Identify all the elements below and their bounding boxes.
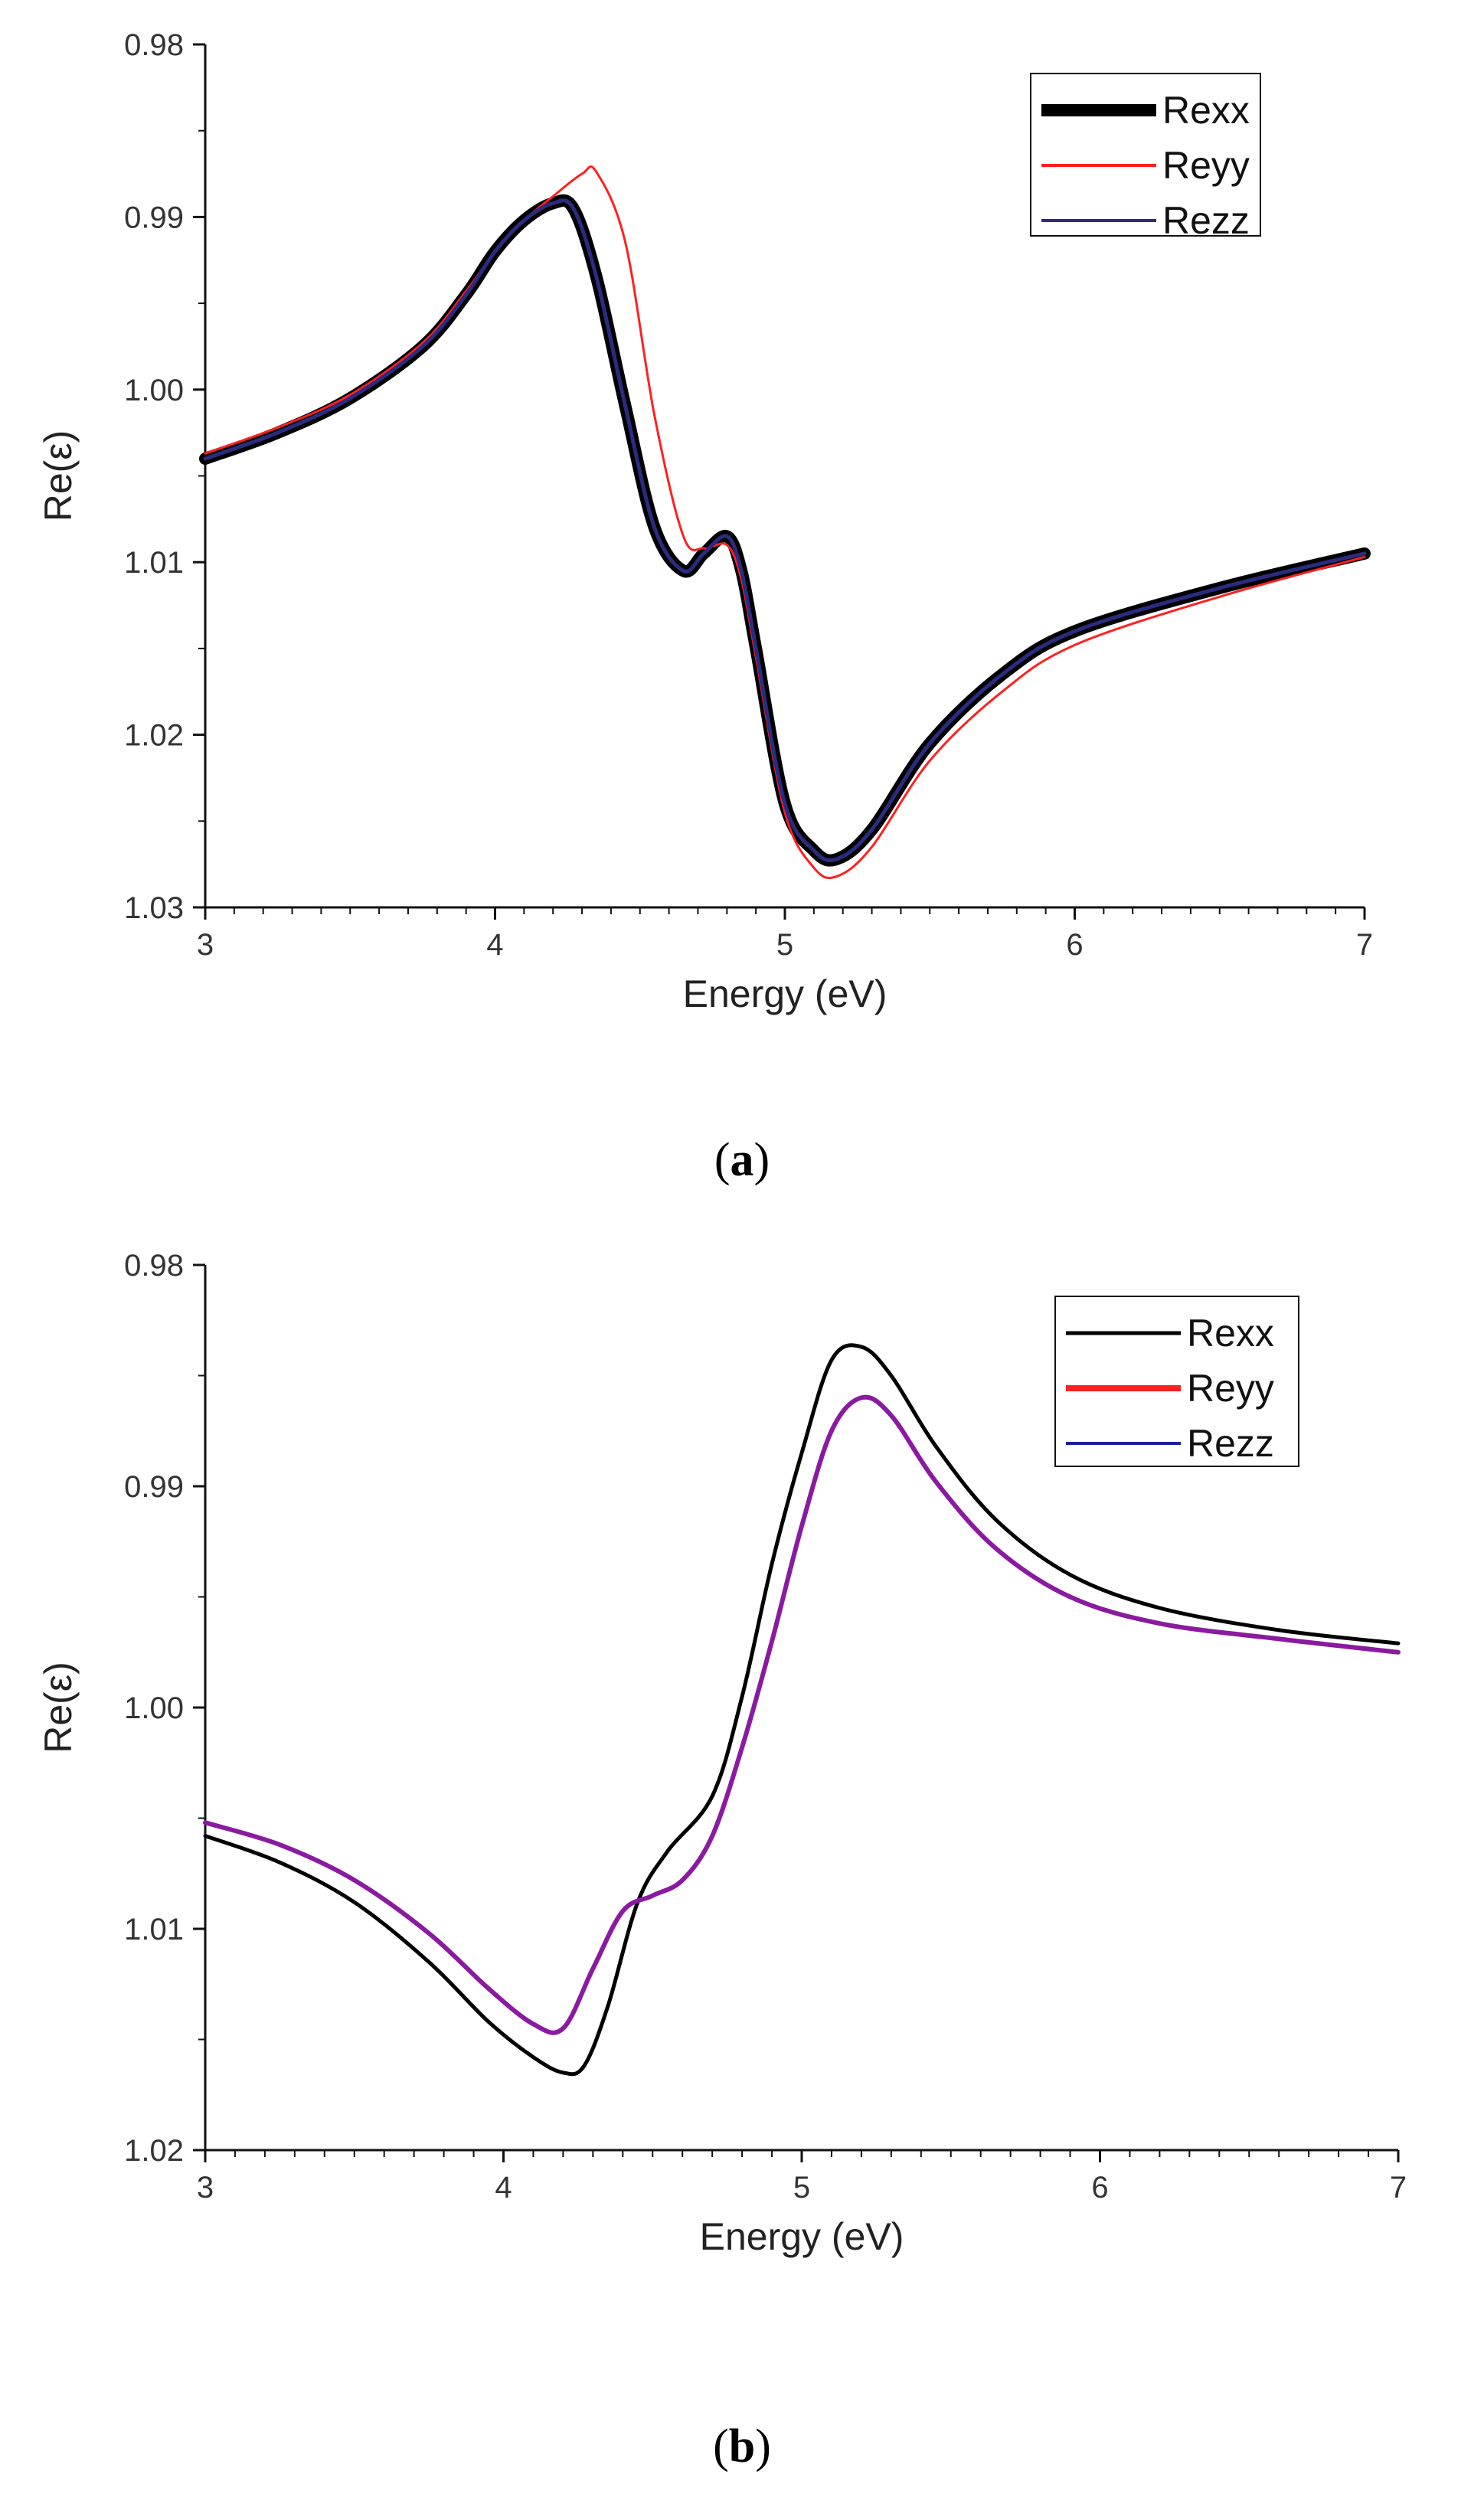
chart-b-y-tick-label: 1.01 xyxy=(124,1913,184,1946)
chart-a-x-tick-label: 6 xyxy=(1066,928,1083,962)
chart-a-y-tick-label: 0.99 xyxy=(124,201,184,234)
chart-a-y-axis-label: Re(ε) xyxy=(37,430,80,522)
chart-b-series-rexx xyxy=(203,1343,1401,2077)
chart-b-legend-label-reyy: Reyy xyxy=(1187,1367,1274,1410)
caption-b: (b) xyxy=(713,2420,771,2472)
chart-a-x-tick-label: 7 xyxy=(1356,928,1373,962)
chart-a-x-tick-label: 4 xyxy=(486,928,503,962)
chart-a-legend-label-rezz: Rezz xyxy=(1162,199,1250,242)
caption-a: (a) xyxy=(714,1134,770,1186)
chart-a-series-reyy xyxy=(204,165,1366,880)
chart-b-x-tick-label: 7 xyxy=(1390,2171,1407,2204)
chart-a-svg: 3 4 5 6 7 0.98 0.99 1.00 1.01 1.02 1.03 Energy (eV)… xyxy=(37,28,1373,1015)
chart-b-series-rezz xyxy=(204,1395,1400,2034)
chart-a-y-tick-label: 1.00 xyxy=(124,374,184,407)
chart-a-y-tick-label: 1.03 xyxy=(124,891,184,925)
chart-b-y-tick-label: 1.00 xyxy=(124,1691,184,1725)
chart-b-legend-box xyxy=(1054,1296,1299,1467)
chart-a-x-tick-label: 5 xyxy=(776,928,793,962)
chart-b-y-tick-label: 0.99 xyxy=(124,1470,184,1504)
chart-a-series-rexx xyxy=(199,194,1371,867)
chart-a-y-tick-label: 0.98 xyxy=(124,28,184,62)
chart-b-x-tick-label: 5 xyxy=(793,2171,810,2204)
chart-a-legend-label-rexx: Rexx xyxy=(1162,89,1250,132)
chart-b-svg: 3 4 5 6 7 0.98 0.99 1.00 1.01 1.02 Energy (eV) Re(ε… xyxy=(37,1249,1407,2258)
chart-b-y-axis-label: Re(ε) xyxy=(37,1662,80,1753)
caption-a-label: a xyxy=(730,1134,754,1186)
chart-b-legend-label-rexx: Rexx xyxy=(1187,1312,1274,1355)
chart-panel-a: 3 4 5 6 7 0.98 0.99 1.00 1.01 1.02 1.03 Energy (eV)… xyxy=(0,0,1484,1225)
chart-b-y-tick-label: 1.02 xyxy=(124,2134,184,2168)
chart-b-x-tick-label: 6 xyxy=(1091,2171,1108,2204)
chart-a-y-tick-label: 1.02 xyxy=(124,719,184,753)
chart-b-series-reyy xyxy=(203,1394,1401,2035)
chart-a-legend-label-reyy: Reyy xyxy=(1162,144,1250,187)
chart-a-series-rezz xyxy=(203,198,1367,863)
chart-panel-b: 3 4 5 6 7 0.98 0.99 1.00 1.01 1.02 Energy (eV) Re(ε… xyxy=(0,1225,1484,2510)
chart-a-y-tick-label: 1.01 xyxy=(124,546,184,580)
chart-a-x-axis-label: Energy (eV) xyxy=(683,972,887,1015)
chart-b-x-tick-label: 4 xyxy=(495,2171,512,2204)
caption-b-label: b xyxy=(728,2420,756,2472)
chart-a-legend-box xyxy=(1030,73,1261,237)
chart-b-legend-label-rezz: Rezz xyxy=(1187,1422,1274,1465)
chart-a-x-tick-label: 3 xyxy=(197,928,214,962)
chart-b-y-tick-label: 0.98 xyxy=(124,1249,184,1283)
chart-b-x-tick-label: 3 xyxy=(197,2171,214,2204)
chart-b-x-axis-label: Energy (eV) xyxy=(700,2215,904,2258)
